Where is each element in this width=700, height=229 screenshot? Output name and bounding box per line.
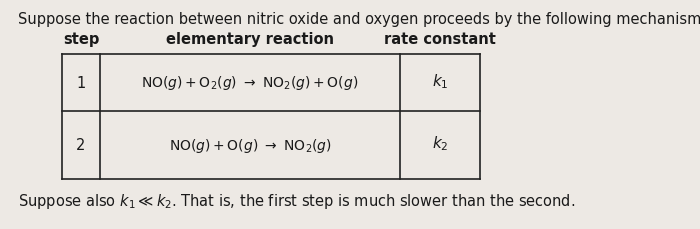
Text: Suppose the reaction between nitric oxide and oxygen proceeds by the following m: Suppose the reaction between nitric oxid…: [18, 12, 700, 27]
Text: $\mathrm{NO}(g) + \mathrm{O}_2(g)\ \rightarrow\ \mathrm{NO}_2(g) + \mathrm{O}(g): $\mathrm{NO}(g) + \mathrm{O}_2(g)\ \righ…: [141, 74, 358, 92]
Text: rate constant: rate constant: [384, 32, 496, 47]
Text: Suppose also $k_1$$\ll$$k_2$. That is, the first step is much slower than the se: Suppose also $k_1$$\ll$$k_2$. That is, t…: [18, 191, 575, 210]
Text: $k_1$: $k_1$: [432, 72, 448, 90]
Text: 2: 2: [76, 138, 85, 153]
Text: 1: 1: [76, 76, 85, 91]
Text: $k_2$: $k_2$: [432, 134, 448, 153]
Text: $\mathrm{NO}(g) + \mathrm{O}(g)\ \rightarrow\ \mathrm{NO}_2(g)$: $\mathrm{NO}(g) + \mathrm{O}(g)\ \righta…: [169, 136, 332, 154]
Text: step: step: [63, 32, 99, 47]
Text: elementary reaction: elementary reaction: [166, 32, 334, 47]
